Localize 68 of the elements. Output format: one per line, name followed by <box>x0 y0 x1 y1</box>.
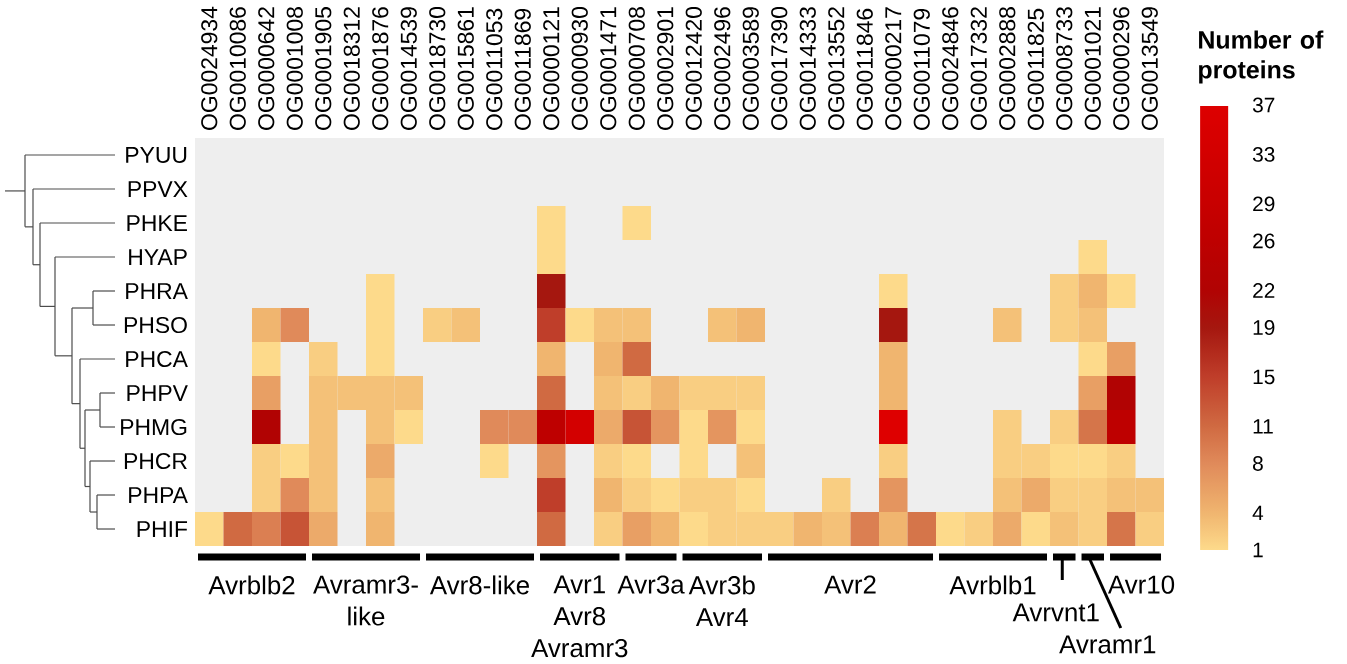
color-bar-label: 19 <box>1253 320 1275 335</box>
text: Avr10 <box>1107 575 1175 594</box>
x-tick-label: OG0013552 <box>828 7 845 130</box>
x-tick-label: OG0017390 <box>771 7 788 130</box>
text: Avr8-like <box>429 575 529 595</box>
y-tick-label: PHPV <box>127 385 188 401</box>
color-bar-label: 15 <box>1253 369 1275 385</box>
x-tick-label: OG0013549 <box>1141 7 1158 130</box>
x-tick-label: OG0018312 <box>343 7 360 130</box>
y-tick-label: PHRA <box>126 283 188 299</box>
x-tick-label: OG0001008 <box>286 7 303 130</box>
y-tick-label: PHKE <box>127 215 187 231</box>
x-tick-label: OG0003589 <box>742 7 759 130</box>
x-tick-label: OG0000217 <box>885 7 902 130</box>
y-tick-label: PHPA <box>129 487 188 503</box>
x-tick-label: OG0011846 <box>856 8 873 130</box>
y-tick-label: PPVX <box>128 181 188 197</box>
color-bar-label: 29 <box>1253 196 1275 212</box>
text: Avr2 <box>824 575 876 594</box>
y-tick-label: HYAP <box>129 249 187 265</box>
x-tick-label: OG0000930 <box>571 7 588 130</box>
x-tick-label: OG0000296 <box>1113 7 1130 130</box>
color-bar-label: 33 <box>1252 147 1275 162</box>
text: Avr3a <box>617 575 685 594</box>
x-tick-label: OG0011079 <box>913 8 930 130</box>
color-bar-label: 22 <box>1253 283 1275 298</box>
color-bar-label: 11 <box>1253 419 1273 434</box>
x-tick-label: OG0001876 <box>372 7 389 130</box>
x-tick-label: OG0024934 <box>201 6 218 130</box>
x-tick-label: OG0000121 <box>543 7 560 130</box>
x-tick-label: OG0000708 <box>628 7 645 130</box>
y-tick-label: PHSO <box>124 316 187 334</box>
x-tick-label: OG0015861 <box>457 7 474 130</box>
y-tick-label: PHCR <box>124 452 187 470</box>
text: Avrblb1 <box>949 575 1036 595</box>
color-bar-label: 4 <box>1252 505 1264 521</box>
x-tick-label: OG0001021 <box>1084 7 1101 130</box>
text: Avramr3-like <box>313 575 418 626</box>
x-tick-label: OG0017332 <box>970 7 987 130</box>
x-tick-label: OG0001905 <box>315 7 332 130</box>
x-tick-label: OG0011825 <box>1027 8 1044 130</box>
x-tick-label: OG0002496 <box>714 7 731 130</box>
x-tick-label: OG0014539 <box>400 7 417 130</box>
x-tick-label: OG0018730 <box>429 7 446 130</box>
x-tick-label: OG0010086 <box>229 7 246 130</box>
y-tick-label: PHIF <box>137 521 188 537</box>
x-tick-label: OG0012420 <box>685 7 702 130</box>
x-tick-label: OG0002888 <box>999 7 1016 130</box>
text: Avrblb2 <box>208 575 295 595</box>
y-tick-label: PHMG <box>121 418 187 436</box>
x-tick-label: OG0011869 <box>514 8 531 130</box>
x-tick-label: OG0011053 <box>486 8 503 130</box>
color-bar-label: 26 <box>1253 233 1275 249</box>
x-tick-label: OG0000642 <box>258 7 275 130</box>
color-bar-title: Number of proteins <box>1199 30 1324 84</box>
color-bar-label: 37 <box>1252 97 1275 113</box>
text: Avrvnt1 <box>1012 603 1099 622</box>
x-tick-label: OG0014333 <box>799 7 816 130</box>
color-bar-label: 1 <box>1253 542 1263 558</box>
x-tick-label: OG0024846 <box>942 7 959 130</box>
y-tick-label: PYUU <box>126 147 187 163</box>
x-tick-label: OG0002901 <box>657 7 674 130</box>
y-tick-label: PHCA <box>126 350 188 368</box>
x-tick-label: OG0008733 <box>1056 7 1073 130</box>
text: Avr3b Avr4 <box>688 575 755 627</box>
text: Avramr1 <box>1059 635 1156 654</box>
x-tick-label: OG0001471 <box>600 7 617 130</box>
color-bar-label: 8 <box>1253 456 1263 471</box>
